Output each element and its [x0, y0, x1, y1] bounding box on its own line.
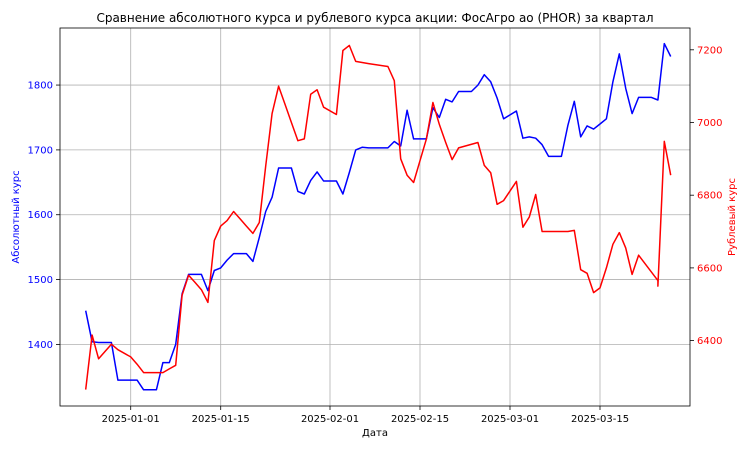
- y-right-tick-label: 6800: [697, 191, 722, 202]
- x-tick-label: 2025-02-15: [391, 414, 449, 425]
- x-tick-label: 2025-03-01: [481, 414, 539, 425]
- y-right-tick-label: 7000: [697, 118, 722, 129]
- plot-frame: [59, 27, 691, 407]
- series-line-ruble: [84, 44, 672, 390]
- y-left-tick-label: 1700: [28, 145, 53, 156]
- x-axis-label: Дата: [362, 428, 388, 439]
- chart-title: Сравнение абсолютного курса и рублевого …: [96, 11, 653, 25]
- x-tick-label: 2025-03-15: [571, 414, 629, 425]
- x-tick-label: 2025-01-01: [102, 414, 160, 425]
- grid: [60, 28, 690, 406]
- y-left-tick-label: 1600: [28, 210, 53, 221]
- y-right-tick-label: 7200: [697, 45, 722, 56]
- x-tick-label: 2025-02-01: [301, 414, 359, 425]
- x-tick-label: 2025-01-15: [192, 414, 250, 425]
- y-axis-left: 1400 1500 1600 1700 1800: [28, 81, 60, 351]
- x-axis: 2025-01-01 2025-01-15 2025-02-01 2025-02-15…: [102, 406, 629, 425]
- y-axis-right-label: Рублевый курс: [727, 178, 738, 256]
- y-axis-left-label: Абсолютный курс: [11, 170, 22, 263]
- y-left-tick-label: 1400: [28, 340, 53, 351]
- y-left-tick-label: 1800: [28, 81, 53, 92]
- y-right-tick-label: 6600: [697, 263, 722, 274]
- y-axis-right: 6400 6600 6800 7000 7200: [690, 45, 722, 347]
- y-left-tick-label: 1500: [28, 275, 53, 286]
- y-right-tick-label: 6400: [697, 336, 722, 347]
- series-layer: [84, 42, 672, 391]
